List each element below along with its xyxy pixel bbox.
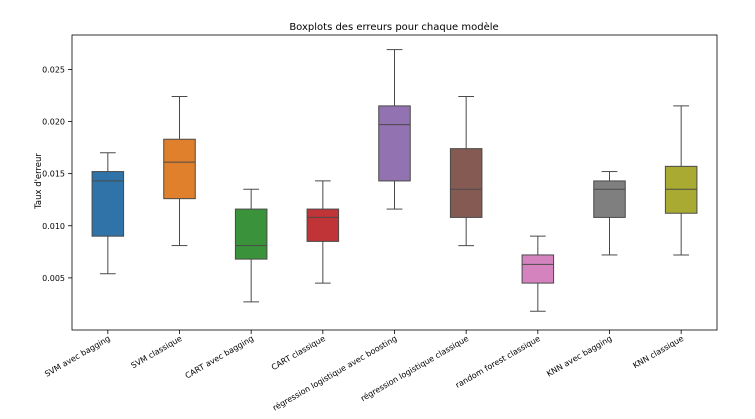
x-tick-label: KNN avec bagging xyxy=(545,334,613,379)
box-group xyxy=(234,188,268,303)
box-iqr xyxy=(306,208,340,242)
x-tick-label: KNN classique xyxy=(631,334,685,370)
y-tick-label: 0.025 xyxy=(42,65,65,74)
box-group xyxy=(449,96,483,247)
y-axis: 0.005 0.010 0.015 0.020 0.025 xyxy=(42,65,72,283)
plot-area xyxy=(91,49,698,312)
y-tick-label: 0.020 xyxy=(42,118,65,127)
box-iqr xyxy=(91,171,125,237)
box-group xyxy=(306,180,340,284)
y-tick-label: 0.005 xyxy=(42,274,65,283)
box-iqr xyxy=(449,148,483,218)
y-tick-label: 0.015 xyxy=(42,170,65,179)
box-group xyxy=(521,235,555,312)
x-tick-label: CART classique xyxy=(270,334,327,372)
box-iqr xyxy=(593,180,626,218)
x-tick-label: SVM classique xyxy=(130,334,184,370)
box-iqr xyxy=(664,165,698,214)
x-tick-label: SVM avec bagging xyxy=(43,334,112,379)
box-iqr xyxy=(234,208,268,260)
box-group xyxy=(91,152,125,275)
x-tick-label: CART avec bagging xyxy=(184,334,256,381)
box-group xyxy=(593,171,626,256)
box-iqr xyxy=(378,105,411,182)
box-group xyxy=(664,105,698,256)
y-axis-title: Taux d'erreur xyxy=(34,153,44,210)
box-iqr xyxy=(163,138,196,200)
x-axis: SVM avec bagging SVM classique CART avec b… xyxy=(43,330,685,413)
y-tick-label: 0.010 xyxy=(42,222,65,231)
box-group xyxy=(378,49,411,210)
box-group xyxy=(163,96,196,247)
box-iqr xyxy=(521,254,555,284)
x-tick-label: régression logistique avec boosting xyxy=(271,333,399,413)
chart-title: Boxplots des erreurs pour chaque modèle xyxy=(289,21,498,33)
